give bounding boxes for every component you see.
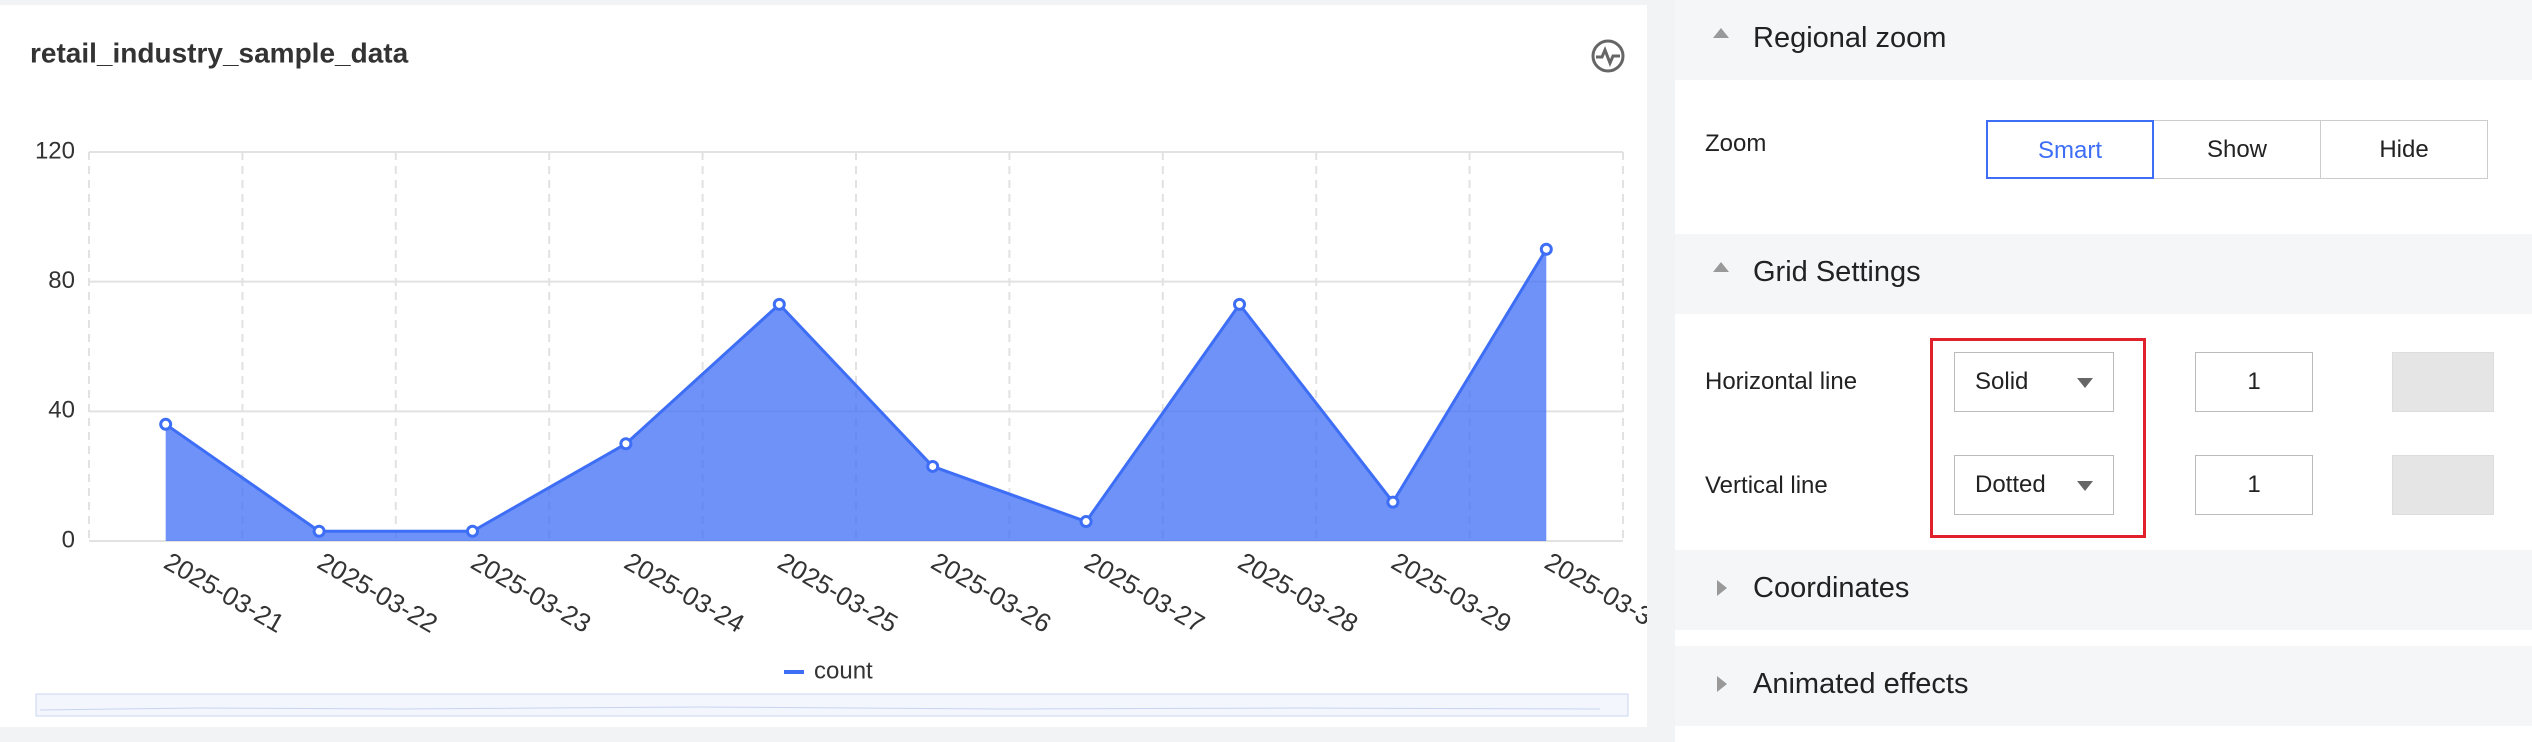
y-tick-label: 80 — [48, 267, 75, 294]
select-value: Dotted — [1975, 471, 2046, 498]
x-tick-label: 2025-03-26 — [926, 546, 1056, 638]
y-tick-label: 120 — [35, 137, 75, 164]
settings-panel: Regional zoom Zoom Smart Show Hide Grid … — [1675, 0, 2532, 742]
line — [164, 248, 1548, 533]
section-title: Regional zoom — [1753, 22, 1947, 54]
section-header[interactable]: Coordinates — [1675, 550, 2532, 630]
area — [165, 249, 1547, 541]
section-header[interactable]: Grid Settings — [1675, 234, 2532, 314]
zoom-label: Zoom — [1705, 130, 1767, 157]
slider-preview — [39, 706, 1601, 711]
point — [772, 297, 786, 311]
style-select[interactable]: Dotted — [1954, 455, 2114, 515]
point — [466, 524, 479, 538]
chart-title: retail_industry_sample_data — [30, 37, 409, 68]
point — [1233, 297, 1246, 311]
color-picker[interactable] — [2392, 352, 2494, 412]
highlight-box — [1930, 338, 2146, 538]
point — [619, 437, 633, 451]
section-title: Animated effects — [1753, 668, 1969, 700]
y-tick-label: 0 — [62, 526, 75, 553]
x-tick-label: 2025-03-24 — [619, 546, 749, 638]
point — [926, 459, 940, 473]
chart-icon[interactable] — [1591, 39, 1625, 73]
x-tick-label: 2025-03-25 — [773, 546, 903, 638]
row-label: Vertical line — [1705, 472, 1828, 499]
zoom-slider[interactable] — [35, 693, 1629, 717]
select-value: Solid — [1975, 368, 2029, 395]
x-tick-label: 2025-03-29 — [1386, 546, 1516, 638]
point — [312, 524, 326, 538]
x-tick-label: 2025-03-30 — [1540, 546, 1647, 638]
width-input[interactable]: 1 — [2195, 352, 2313, 412]
x-tick-label: 2025-03-22 — [313, 546, 443, 638]
x-tick-label: 2025-03-23 — [466, 546, 596, 638]
x-tick-label: 2025-03-28 — [1233, 546, 1363, 638]
y-tick-label: 40 — [48, 397, 75, 424]
width-input[interactable]: 1 — [2195, 455, 2313, 515]
row-label: Horizontal line — [1705, 368, 1858, 395]
point — [1386, 495, 1400, 509]
zoom-option[interactable]: Show — [2153, 120, 2321, 179]
section-title: Grid Settings — [1753, 256, 1921, 288]
color-picker[interactable] — [2392, 455, 2494, 515]
zoom-option[interactable]: Hide — [2320, 120, 2488, 179]
legend-label: count — [814, 657, 873, 684]
section-header[interactable]: Animated effects — [1675, 646, 2532, 726]
point — [1079, 515, 1093, 529]
section-header[interactable]: Regional zoom — [1675, 0, 2532, 80]
chart: retail_industry_sample_data 0 40 80 120 2025… — [0, 5, 1647, 727]
style-select[interactable]: Solid — [1954, 352, 2114, 412]
point — [159, 417, 173, 431]
x-tick-label: 2025-03-21 — [159, 546, 289, 638]
x-tick-label: 2025-03-27 — [1080, 546, 1210, 638]
section-title: Coordinates — [1753, 572, 1910, 604]
point — [1539, 242, 1553, 256]
zoom-option[interactable]: Smart — [1986, 120, 2154, 179]
